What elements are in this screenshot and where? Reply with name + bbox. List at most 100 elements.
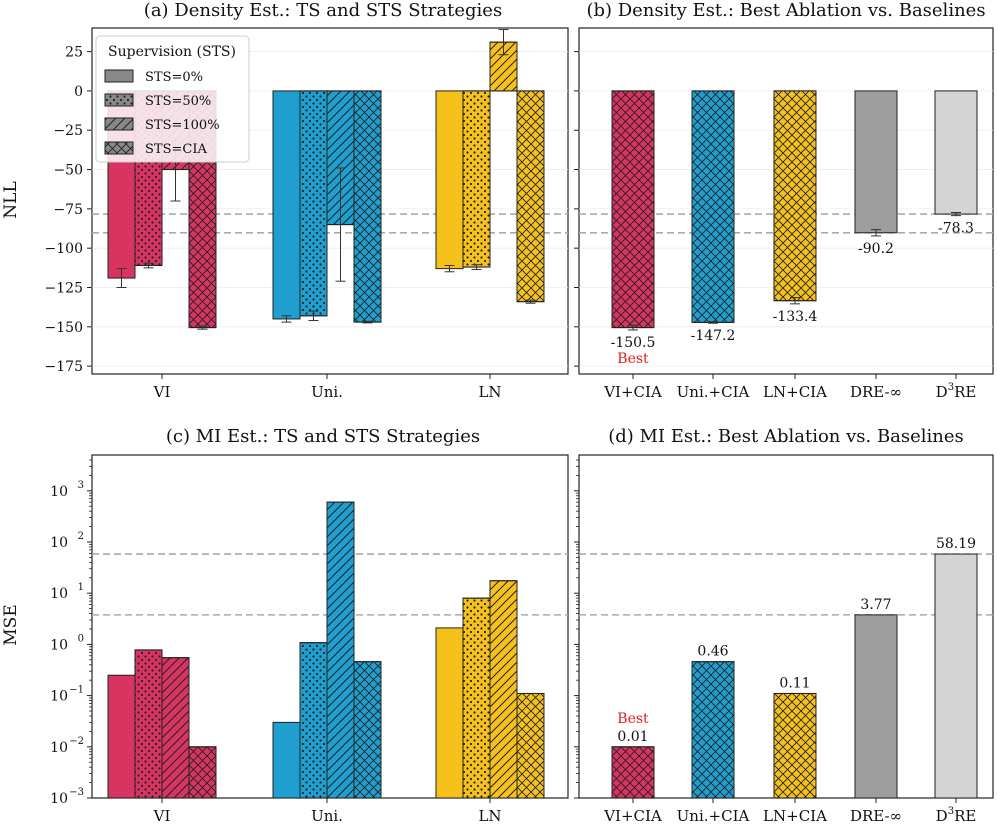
title-b: (b) Density Est.: Best Ablation vs. Base…: [586, 0, 985, 21]
y-tick-exponent: 1: [78, 582, 84, 593]
title-d: (d) MI Est.: Best Ablation vs. Baselines: [608, 426, 964, 447]
best-label: Best: [617, 351, 649, 367]
value-label: -90.2: [858, 241, 894, 257]
legend-label: STS=0%: [145, 70, 203, 85]
x-tick-label: VI+CIA: [603, 807, 662, 825]
legend-item: STS=0%: [104, 69, 203, 85]
y-tick-label: 10: [50, 586, 68, 602]
ylabel-c: MSE: [1, 604, 21, 645]
y-tick-label: 0: [74, 84, 83, 100]
x-tick-label: Uni.+CIA: [677, 383, 750, 401]
legend-label: STS=100%: [145, 118, 220, 133]
bar-hatch: [134, 649, 163, 799]
legend-swatch-hatch: [105, 118, 133, 130]
legend-swatch-cross: [105, 142, 133, 154]
x-tick-label: Uni.+CIA: [677, 807, 750, 825]
y-tick-label: 25: [65, 45, 83, 61]
legend-item: STS=50%: [104, 93, 211, 109]
bar-hatch: [691, 90, 735, 323]
y-tick-label: −150: [45, 320, 83, 336]
bar-hatch: [691, 661, 735, 799]
y-tick-label: −75: [53, 202, 83, 218]
y-tick-label: 10: [50, 637, 68, 653]
value-label: 0.11: [779, 675, 810, 691]
bar-hatch: [773, 90, 817, 302]
bar: [435, 90, 464, 270]
y-tick-label: −25: [53, 123, 83, 139]
bar-hatch: [462, 597, 491, 799]
x-tick-label: LN: [478, 807, 501, 825]
bar-hatch: [516, 692, 545, 799]
y-tick-exponent: 2: [78, 531, 84, 542]
y-tick-exponent: 0: [78, 633, 84, 644]
x-tick-label: D3RE: [936, 382, 977, 401]
legend-item: STS=CIA: [104, 141, 207, 157]
y-tick-label: 10: [50, 484, 68, 500]
bar: [934, 90, 978, 215]
value-label: 0.01: [617, 729, 648, 745]
bar-hatch: [611, 746, 655, 799]
axes-frame: [91, 27, 569, 375]
legend-swatch-dots: [105, 94, 133, 106]
bar-hatch: [489, 580, 518, 799]
bar-hatch: [188, 746, 217, 799]
legend-swatch-solid: [104, 69, 134, 83]
y-tick-label: 10: [50, 535, 68, 551]
value-label: -78.3: [938, 221, 974, 237]
bar-hatch: [299, 90, 328, 317]
x-tick-label: LN+CIA: [763, 383, 827, 401]
y-tick-label: 10: [50, 740, 68, 756]
y-tick-label: −100: [45, 241, 83, 257]
x-tick-label: Uni.: [311, 383, 343, 401]
x-tick-label: VI+CIA: [603, 383, 662, 401]
bar: [934, 553, 978, 799]
x-tick-label: DRE-∞: [850, 383, 902, 401]
y-tick-label: −125: [45, 281, 83, 297]
bar: [272, 90, 301, 320]
bar-hatch: [611, 90, 655, 329]
bar: [854, 614, 898, 799]
bar-hatch: [299, 642, 328, 799]
value-label: -150.5: [611, 335, 656, 351]
ylabel-a: NLL: [1, 181, 21, 218]
legend-item: STS=100%: [104, 117, 220, 133]
y-tick-label: 10: [50, 791, 68, 807]
x-tick-label: Uni.: [311, 807, 343, 825]
y-tick-exponent: 3: [78, 480, 84, 491]
title-c: (c) MI Est.: TS and STS Strategies: [166, 426, 480, 447]
y-tick-exponent: −3: [69, 787, 84, 798]
value-label: -147.2: [691, 328, 736, 344]
y-tick-exponent: −1: [69, 685, 84, 696]
y-tick-label: −50: [53, 163, 83, 179]
panel-d: 0.01 Best VI+CIA 0.46 Uni.+CIA 0.11 LN+CIA 3.77…: [574, 454, 994, 825]
y-tick-label: 10: [50, 689, 68, 705]
x-tick-label: D3RE: [936, 806, 977, 825]
bar-hatch: [326, 501, 355, 799]
bar: [435, 627, 464, 799]
title-a: (a) Density Est.: TS and STS Strategies: [144, 0, 502, 21]
bar: [107, 674, 136, 799]
bar-hatch: [353, 661, 382, 799]
bar-hatch: [773, 692, 817, 799]
axes-frame: [578, 27, 994, 375]
value-label: 0.46: [697, 644, 728, 660]
bar: [272, 721, 301, 799]
bar-hatch: [516, 90, 545, 303]
x-tick-label: LN: [478, 383, 501, 401]
value-label: 3.77: [860, 597, 891, 613]
legend-label: STS=CIA: [145, 142, 207, 157]
value-label: 58.19: [936, 536, 976, 552]
value-label: -133.4: [773, 309, 818, 325]
x-tick-label: VI: [153, 383, 171, 401]
y-tick-label: −175: [45, 359, 83, 375]
x-tick-label: DRE-∞: [850, 807, 902, 825]
bar: [854, 90, 898, 234]
legend-label: STS=50%: [145, 94, 211, 109]
bar-hatch: [161, 657, 190, 799]
y-tick-exponent: −2: [69, 736, 84, 747]
best-label: Best: [617, 711, 649, 727]
legend: Supervision (STS) STS=0% STS=50% STS=100…: [95, 35, 250, 163]
